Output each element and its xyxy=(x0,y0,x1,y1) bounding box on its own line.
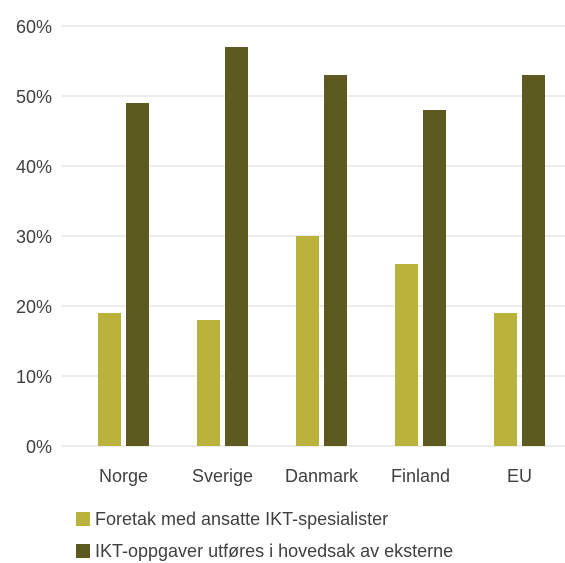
x-tick-label: Finland xyxy=(391,466,450,486)
legend-label: Foretak med ansatte IKT-spesialister xyxy=(95,509,388,529)
y-tick-label: 0% xyxy=(26,437,52,457)
y-tick-label: 60% xyxy=(16,17,52,37)
legend-swatch xyxy=(76,512,90,526)
bar xyxy=(395,264,418,446)
bar xyxy=(522,75,545,446)
x-tick-label: EU xyxy=(507,466,532,486)
bar xyxy=(197,320,220,446)
x-tick-label: Danmark xyxy=(285,466,359,486)
legend-label: IKT-oppgaver utføres i hovedsak av ekste… xyxy=(95,541,453,561)
bar xyxy=(126,103,149,446)
bar xyxy=(296,236,319,446)
bar xyxy=(494,313,517,446)
y-tick-label: 20% xyxy=(16,297,52,317)
y-tick-label: 50% xyxy=(16,87,52,107)
bar xyxy=(324,75,347,446)
legend-swatch xyxy=(76,544,90,558)
y-tick-label: 30% xyxy=(16,227,52,247)
bar xyxy=(225,47,248,446)
bar xyxy=(423,110,446,446)
y-tick-label: 40% xyxy=(16,157,52,177)
bar xyxy=(98,313,121,446)
y-tick-label: 10% xyxy=(16,367,52,387)
x-tick-label: Sverige xyxy=(192,466,253,486)
x-tick-label: Norge xyxy=(99,466,148,486)
